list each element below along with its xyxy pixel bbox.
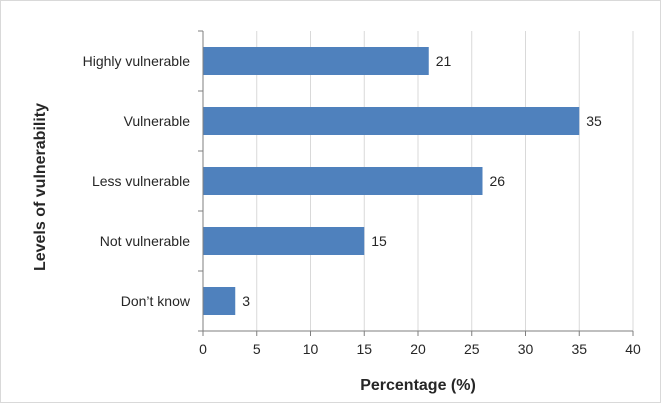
bar-not-vulnerable [203, 227, 365, 255]
x-tick-label-5: 5 [253, 341, 261, 357]
x-tick-label-30: 30 [518, 341, 534, 357]
data-label-vulnerable: 35 [586, 113, 602, 129]
x-tick-label-15: 15 [356, 341, 372, 357]
bars [203, 47, 580, 315]
data-label-don-t-know: 3 [242, 293, 250, 309]
bar-don-t-know [203, 287, 236, 315]
bar-less-vulnerable [203, 167, 483, 195]
labels: 0 5 10 15 20 25 30 35 40 Highly vulnerable 21 Vulne… [83, 53, 641, 357]
x-tick-label-35: 35 [571, 341, 587, 357]
x-tick-label-20: 20 [410, 341, 426, 357]
x-tick-label-40: 40 [625, 341, 641, 357]
category-label-highly-vulnerable: Highly vulnerable [83, 53, 191, 69]
y-axis-title: Levels of vulnerability [32, 103, 49, 271]
bar-vulnerable [203, 107, 580, 135]
category-label-don-t-know: Don’t know [121, 293, 191, 309]
axes [198, 30, 634, 336]
x-tick-label-10: 10 [303, 341, 319, 357]
data-label-not-vulnerable: 15 [371, 233, 387, 249]
category-label-less-vulnerable: Less vulnerable [92, 173, 190, 189]
bar-highly-vulnerable [203, 47, 429, 75]
x-tick-label-25: 25 [464, 341, 480, 357]
category-label-vulnerable: Vulnerable [124, 113, 191, 129]
x-tick-label-0: 0 [199, 341, 207, 357]
x-axis-title: Percentage (%) [360, 377, 476, 394]
category-label-not-vulnerable: Not vulnerable [100, 233, 190, 249]
data-label-highly-vulnerable: 21 [436, 53, 452, 69]
data-label-less-vulnerable: 26 [490, 173, 506, 189]
